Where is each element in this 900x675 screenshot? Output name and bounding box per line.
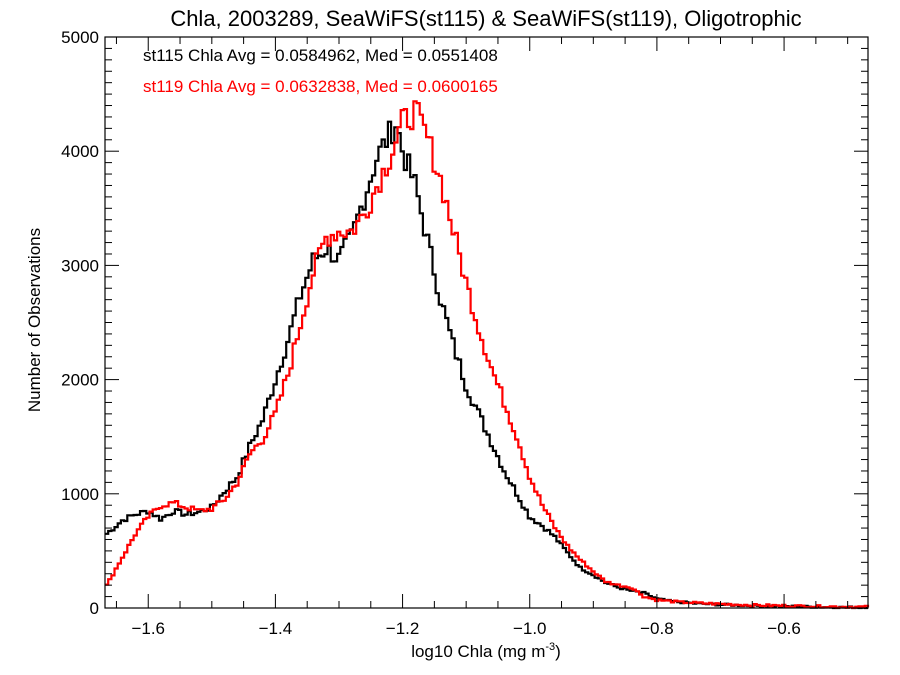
y-tick-label: 3000 bbox=[61, 256, 99, 275]
series-line-st115 bbox=[105, 120, 868, 610]
y-tick-label: 4000 bbox=[61, 142, 99, 161]
x-tick-label: −1.4 bbox=[259, 619, 293, 638]
series-layer bbox=[105, 100, 870, 610]
x-axis-label-superscript: -3 bbox=[545, 641, 555, 653]
y-tick-label: 0 bbox=[90, 599, 99, 618]
x-tick-label: −1.2 bbox=[386, 619, 420, 638]
y-tick-label: 5000 bbox=[61, 28, 99, 47]
x-tick-labels: −1.6 −1.4 −1.2 −1.0 −0.8 −0.6 bbox=[131, 619, 800, 638]
x-axis-label-main: log10 Chla (mg m bbox=[411, 642, 545, 661]
axes bbox=[104, 36, 869, 609]
series-line-st119 bbox=[105, 100, 870, 609]
plot-frame bbox=[104, 36, 869, 609]
x-tick-label: −1.6 bbox=[131, 619, 165, 638]
chart-title: Chla, 2003289, SeaWiFS(st115) & SeaWiFS(… bbox=[170, 6, 801, 31]
y-tick-label: 1000 bbox=[61, 485, 99, 504]
x-tick-label: −0.6 bbox=[767, 619, 801, 638]
x-axis-label: log10 Chla (mg m-3) bbox=[411, 641, 561, 661]
x-tick-label: −0.8 bbox=[640, 619, 674, 638]
legend-annotations: st115 Chla Avg = 0.0584962, Med = 0.0551… bbox=[143, 46, 498, 96]
annotation-st119: st119 Chla Avg = 0.0632838, Med = 0.0600… bbox=[143, 77, 498, 96]
y-axis-label: Number of Observations bbox=[25, 228, 44, 412]
annotation-st115: st115 Chla Avg = 0.0584962, Med = 0.0551… bbox=[143, 46, 498, 65]
y-tick-label: 2000 bbox=[61, 371, 99, 390]
x-tick-label: −1.0 bbox=[513, 619, 547, 638]
y-tick-labels: 0 1000 2000 3000 4000 5000 bbox=[61, 28, 99, 618]
x-axis-label-suffix: ) bbox=[555, 642, 561, 661]
